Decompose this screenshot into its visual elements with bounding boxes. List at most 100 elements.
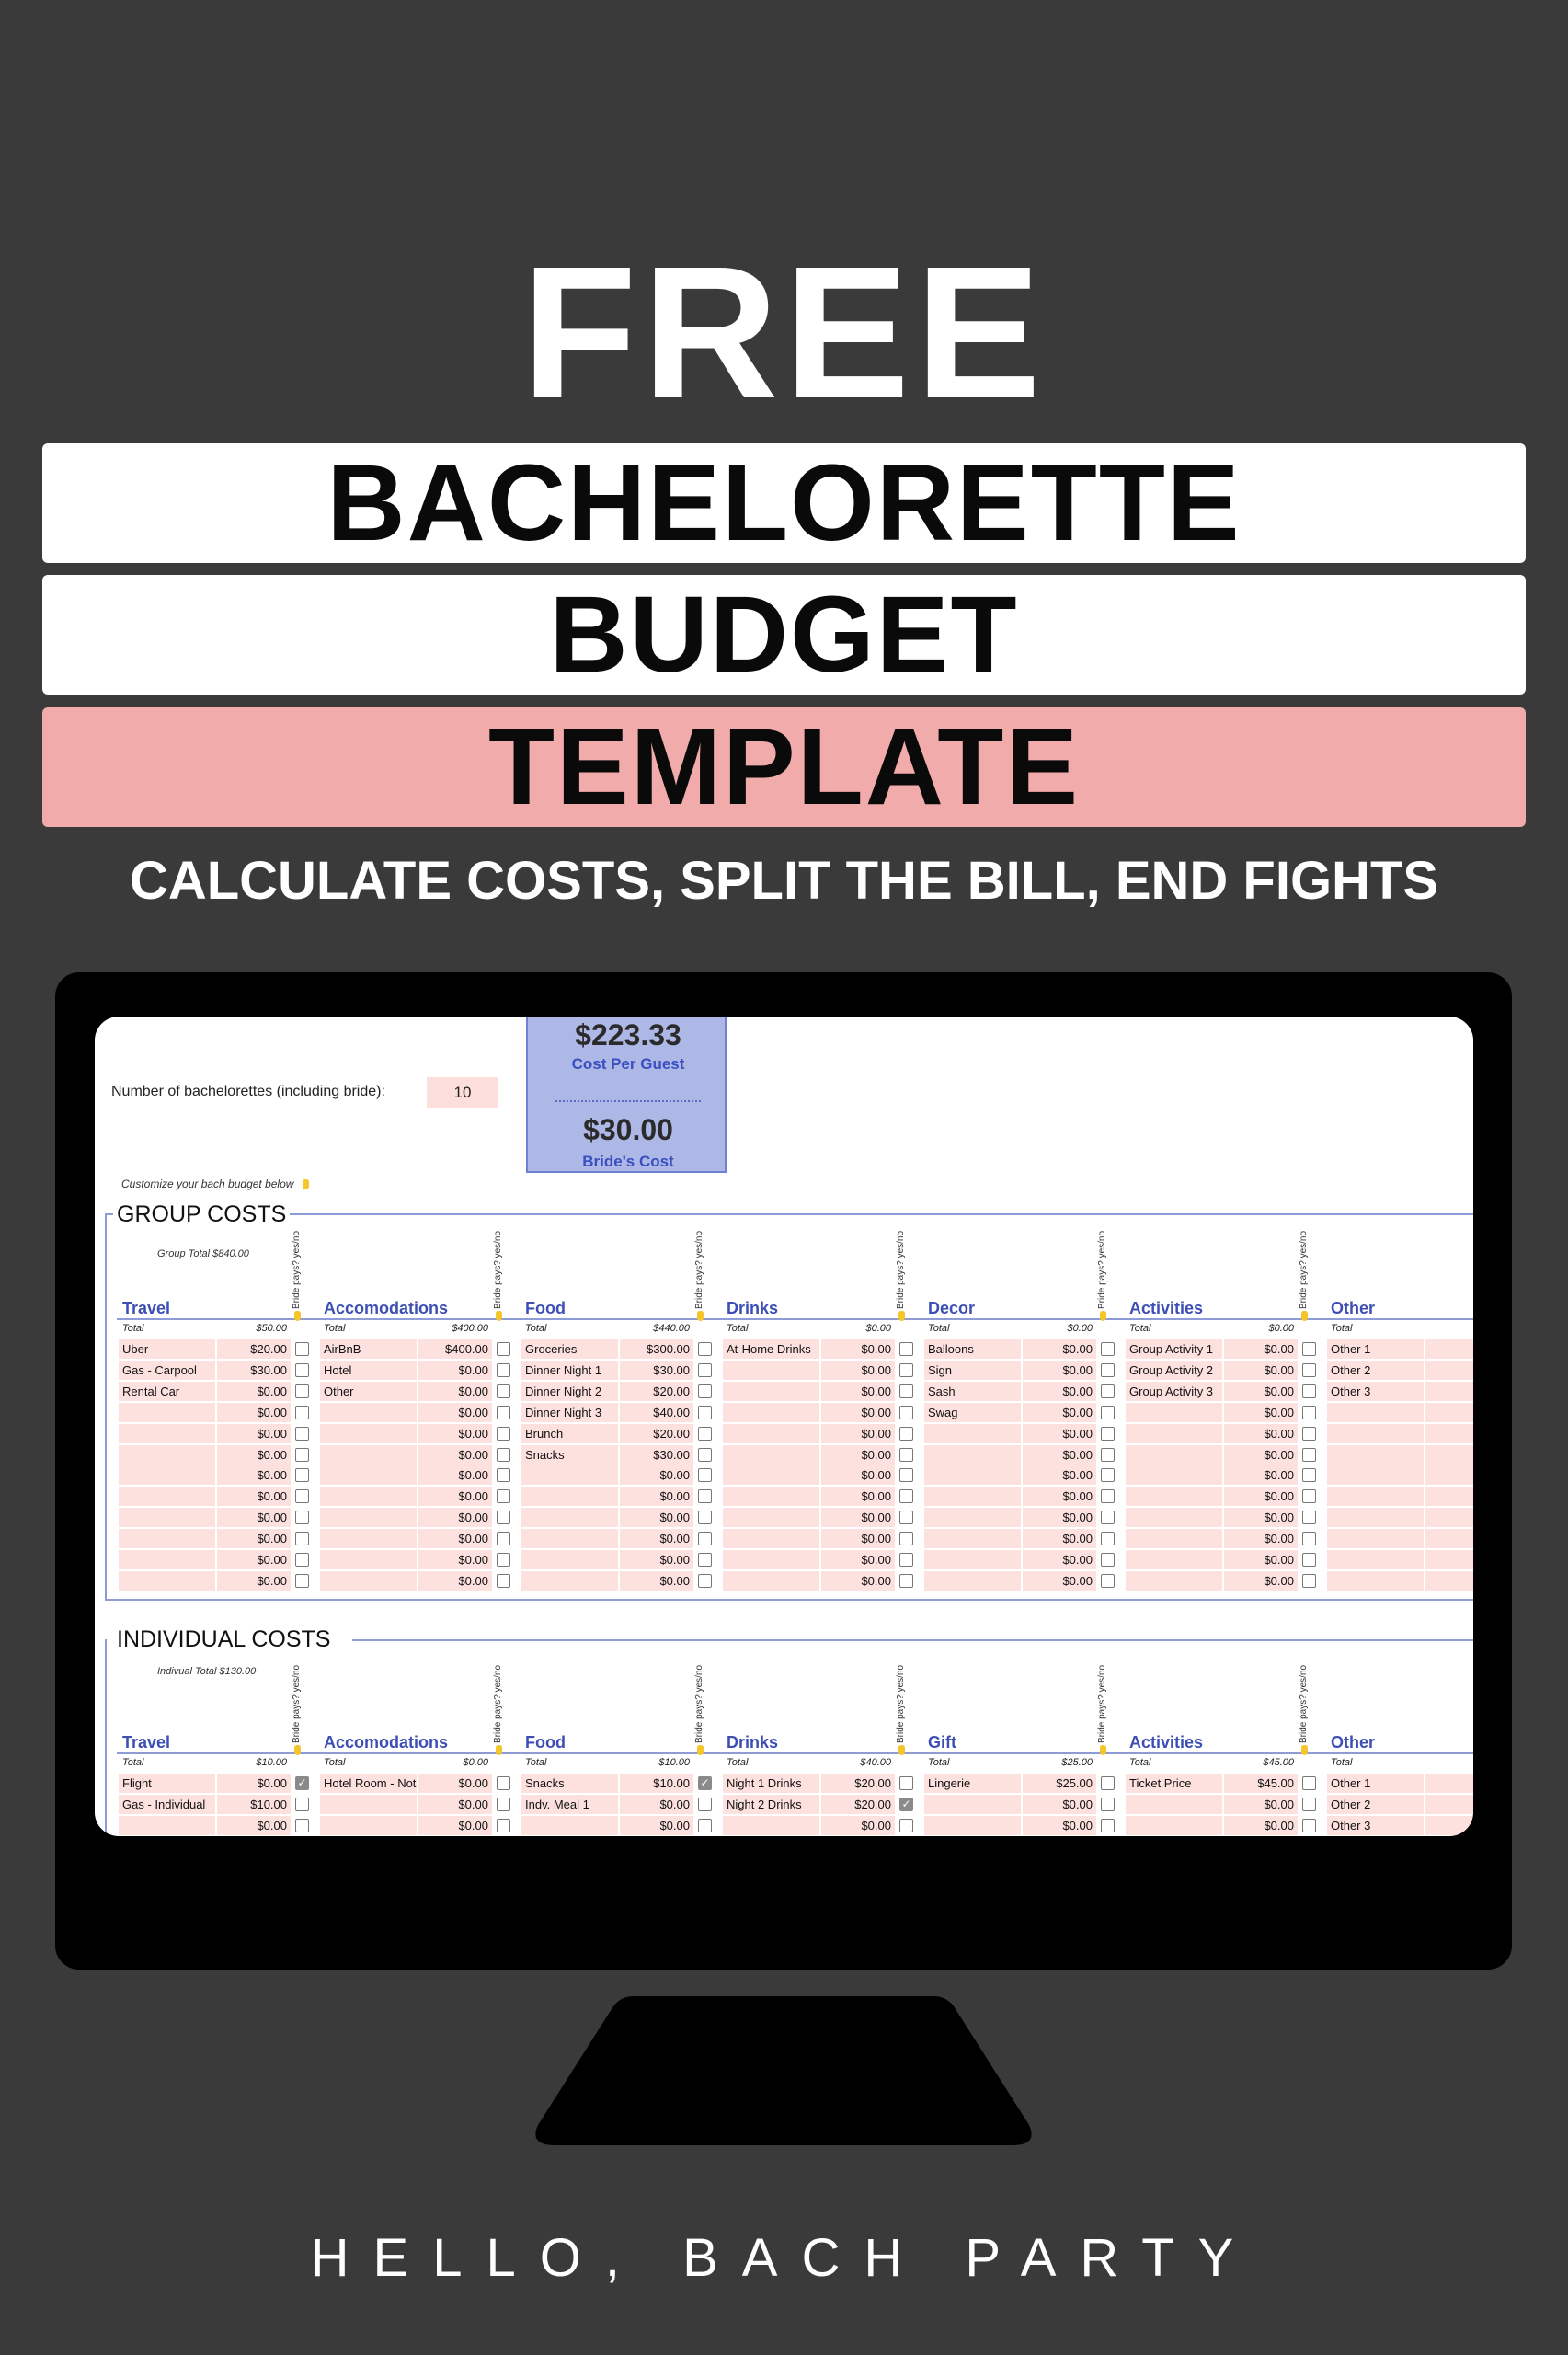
item-amount-cell[interactable]: $0.00 (217, 1465, 291, 1486)
item-name-cell[interactable] (320, 1794, 417, 1814)
item-name-cell[interactable] (119, 1550, 215, 1569)
bride-pays-checkbox[interactable] (497, 1468, 510, 1483)
item-amount-cell[interactable]: $0.00 (1023, 1339, 1096, 1359)
item-amount-cell[interactable]: $0.00 (1023, 1529, 1096, 1549)
item-amount-cell[interactable]: $0.00 (217, 1402, 291, 1422)
item-name-cell[interactable] (320, 1465, 417, 1486)
item-name-cell[interactable]: Sash (924, 1381, 1021, 1401)
bride-pays-checkbox[interactable] (698, 1532, 712, 1546)
bride-pays-checkbox[interactable] (1302, 1511, 1316, 1525)
item-amount-cell[interactable] (1425, 1529, 1473, 1549)
item-amount-cell[interactable]: $0.00 (418, 1815, 492, 1835)
item-amount-cell[interactable]: $0.00 (418, 1550, 492, 1569)
bride-pays-checkbox[interactable] (1101, 1384, 1115, 1398)
item-name-cell[interactable] (924, 1550, 1021, 1569)
bride-pays-checkbox[interactable] (497, 1447, 510, 1462)
item-name-cell[interactable]: Dinner Night 2 (521, 1381, 618, 1401)
bride-pays-checkbox[interactable] (698, 1468, 712, 1483)
bride-pays-checkbox[interactable] (1101, 1405, 1115, 1419)
item-name-cell[interactable] (1327, 1550, 1424, 1569)
item-amount-cell[interactable]: $0.00 (217, 1570, 291, 1591)
item-amount-cell[interactable]: $0.00 (217, 1550, 291, 1569)
item-amount-cell[interactable]: $0.00 (217, 1381, 291, 1401)
item-name-cell[interactable] (1327, 1465, 1424, 1486)
item-name-cell[interactable] (924, 1815, 1021, 1835)
item-amount-cell[interactable]: $0.00 (821, 1360, 895, 1380)
bride-pays-checkbox[interactable]: ✓ (698, 1776, 712, 1790)
item-amount-cell[interactable]: $0.00 (418, 1444, 492, 1465)
item-amount-cell[interactable]: $0.00 (620, 1815, 693, 1835)
item-amount-cell[interactable]: $0.00 (821, 1508, 895, 1528)
item-amount-cell[interactable]: $0.00 (821, 1465, 895, 1486)
bride-pays-checkbox[interactable] (1101, 1511, 1115, 1525)
item-name-cell[interactable] (320, 1570, 417, 1591)
item-name-cell[interactable]: Swag (924, 1402, 1021, 1422)
item-name-cell[interactable] (723, 1402, 819, 1422)
item-amount-cell[interactable]: $0.00 (620, 1487, 693, 1507)
item-name-cell[interactable] (119, 1508, 215, 1528)
bride-pays-checkbox[interactable] (497, 1776, 510, 1790)
item-amount-cell[interactable]: $0.00 (1224, 1815, 1298, 1835)
item-amount-cell[interactable]: $0.00 (821, 1570, 895, 1591)
item-name-cell[interactable] (1327, 1529, 1424, 1549)
item-name-cell[interactable] (119, 1487, 215, 1507)
bride-pays-checkbox[interactable] (1101, 1468, 1115, 1483)
item-name-cell[interactable] (1327, 1487, 1424, 1507)
bride-pays-checkbox[interactable] (1302, 1573, 1316, 1588)
item-name-cell[interactable] (924, 1794, 1021, 1814)
item-name-cell[interactable] (1126, 1570, 1222, 1591)
item-amount-cell[interactable]: $0.00 (1224, 1487, 1298, 1507)
item-name-cell[interactable]: At-Home Drinks (723, 1339, 819, 1359)
item-amount-cell[interactable]: $0.00 (217, 1529, 291, 1549)
bride-pays-checkbox[interactable] (497, 1532, 510, 1546)
item-amount-cell[interactable]: $0.00 (418, 1423, 492, 1443)
bride-pays-checkbox[interactable] (497, 1362, 510, 1377)
bride-pays-checkbox[interactable] (899, 1532, 913, 1546)
item-name-cell[interactable] (924, 1423, 1021, 1443)
item-amount-cell[interactable]: $0.00 (418, 1570, 492, 1591)
item-name-cell[interactable]: Balloons (924, 1339, 1021, 1359)
item-amount-cell[interactable]: $0.00 (217, 1815, 291, 1835)
bride-pays-checkbox[interactable] (295, 1489, 309, 1504)
bride-pays-checkbox[interactable] (1302, 1384, 1316, 1398)
item-name-cell[interactable]: Other 1 (1327, 1774, 1424, 1793)
bride-pays-checkbox[interactable] (1101, 1489, 1115, 1504)
item-name-cell[interactable] (723, 1423, 819, 1443)
item-amount-cell[interactable]: $0.00 (217, 1508, 291, 1528)
bride-pays-checkbox[interactable] (295, 1362, 309, 1377)
bride-pays-checkbox[interactable] (1101, 1797, 1115, 1811)
item-amount-cell[interactable]: $10.00 (217, 1794, 291, 1814)
item-name-cell[interactable] (924, 1570, 1021, 1591)
bride-pays-checkbox[interactable] (497, 1797, 510, 1811)
bride-pays-checkbox[interactable] (295, 1553, 309, 1567)
item-name-cell[interactable]: Sign (924, 1360, 1021, 1380)
bride-pays-checkbox[interactable] (1101, 1818, 1115, 1832)
item-name-cell[interactable] (1126, 1815, 1222, 1835)
item-amount-cell[interactable]: $0.00 (821, 1402, 895, 1422)
item-name-cell[interactable] (1126, 1550, 1222, 1569)
bride-pays-checkbox[interactable] (1101, 1362, 1115, 1377)
bride-pays-checkbox[interactable] (497, 1384, 510, 1398)
item-amount-cell[interactable]: $0.00 (1224, 1570, 1298, 1591)
item-amount-cell[interactable]: $0.00 (620, 1529, 693, 1549)
item-amount-cell[interactable]: $300.00 (620, 1339, 693, 1359)
item-name-cell[interactable] (1327, 1444, 1424, 1465)
bride-pays-checkbox[interactable] (698, 1447, 712, 1462)
bride-pays-checkbox[interactable] (899, 1511, 913, 1525)
item-name-cell[interactable] (723, 1360, 819, 1380)
item-amount-cell[interactable]: $0.00 (1023, 1487, 1096, 1507)
item-name-cell[interactable] (924, 1529, 1021, 1549)
item-name-cell[interactable]: Group Activity 1 (1126, 1339, 1222, 1359)
item-amount-cell[interactable]: $0.00 (1023, 1402, 1096, 1422)
bride-pays-checkbox[interactable] (698, 1405, 712, 1419)
item-name-cell[interactable] (119, 1423, 215, 1443)
item-name-cell[interactable] (1126, 1444, 1222, 1465)
item-name-cell[interactable] (119, 1465, 215, 1486)
bride-pays-checkbox[interactable] (698, 1362, 712, 1377)
bride-pays-checkbox[interactable] (497, 1489, 510, 1504)
item-name-cell[interactable] (119, 1444, 215, 1465)
item-name-cell[interactable]: Other 2 (1327, 1360, 1424, 1380)
bride-pays-checkbox[interactable] (295, 1573, 309, 1588)
bride-pays-checkbox[interactable] (497, 1426, 510, 1441)
item-name-cell[interactable]: Gas - Individual (119, 1794, 215, 1814)
